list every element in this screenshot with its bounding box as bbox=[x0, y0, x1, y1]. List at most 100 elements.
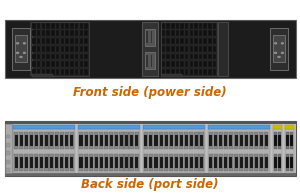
Bar bbox=[84, 53, 88, 59]
Bar bbox=[185, 157, 188, 168]
Bar bbox=[180, 30, 184, 36]
Bar bbox=[203, 61, 207, 67]
Bar bbox=[146, 55, 148, 67]
Bar bbox=[50, 154, 54, 171]
Bar bbox=[259, 132, 263, 149]
Circle shape bbox=[23, 42, 26, 44]
Bar bbox=[259, 154, 263, 171]
Bar bbox=[70, 23, 74, 29]
Bar bbox=[80, 23, 83, 29]
Bar bbox=[194, 46, 198, 52]
Bar bbox=[109, 132, 113, 149]
Bar bbox=[176, 69, 179, 75]
Bar bbox=[260, 157, 263, 168]
Bar bbox=[84, 30, 88, 36]
Bar bbox=[208, 53, 212, 59]
Bar bbox=[51, 30, 55, 36]
Bar bbox=[114, 154, 118, 171]
Bar bbox=[209, 135, 212, 146]
Text: Front side (power side): Front side (power side) bbox=[73, 86, 227, 99]
Bar bbox=[32, 74, 52, 77]
Bar bbox=[165, 135, 168, 146]
Bar bbox=[235, 135, 238, 146]
Bar bbox=[32, 22, 88, 76]
Bar bbox=[167, 30, 170, 36]
Bar bbox=[180, 69, 184, 75]
Bar bbox=[240, 135, 243, 146]
Bar bbox=[208, 125, 270, 129]
Bar bbox=[214, 157, 217, 168]
Bar bbox=[273, 125, 282, 129]
Bar bbox=[214, 154, 218, 171]
Bar bbox=[99, 154, 103, 171]
Bar bbox=[273, 35, 285, 62]
Bar bbox=[80, 30, 83, 36]
Bar bbox=[290, 132, 293, 149]
Bar bbox=[208, 46, 212, 52]
Bar bbox=[195, 135, 198, 146]
Bar bbox=[290, 157, 292, 168]
Bar bbox=[114, 132, 118, 149]
Circle shape bbox=[20, 56, 22, 58]
Circle shape bbox=[274, 42, 277, 44]
Bar bbox=[84, 38, 88, 44]
Bar bbox=[194, 69, 198, 75]
Bar bbox=[244, 154, 248, 171]
Bar bbox=[250, 135, 253, 146]
Bar bbox=[151, 55, 152, 67]
Bar bbox=[15, 157, 18, 168]
Bar bbox=[171, 38, 175, 44]
Bar bbox=[264, 132, 268, 149]
Bar bbox=[85, 157, 88, 168]
Bar bbox=[255, 135, 258, 146]
Bar bbox=[185, 61, 188, 67]
Bar bbox=[80, 61, 83, 67]
Bar bbox=[75, 23, 78, 29]
Bar bbox=[278, 153, 281, 171]
Bar bbox=[119, 154, 124, 171]
Bar bbox=[264, 154, 268, 171]
Bar bbox=[61, 30, 64, 36]
Bar bbox=[200, 132, 204, 149]
Bar bbox=[51, 53, 55, 59]
Bar bbox=[274, 135, 277, 146]
Bar bbox=[143, 125, 205, 129]
Bar bbox=[154, 154, 158, 171]
Bar bbox=[56, 53, 59, 59]
Bar bbox=[190, 30, 193, 36]
Bar bbox=[174, 132, 178, 149]
Bar bbox=[14, 154, 18, 171]
Bar bbox=[80, 157, 82, 168]
Bar bbox=[51, 23, 55, 29]
Bar bbox=[190, 38, 193, 44]
Bar bbox=[37, 61, 40, 67]
Bar bbox=[70, 69, 74, 75]
Bar bbox=[144, 132, 148, 149]
Bar bbox=[171, 53, 175, 59]
Bar bbox=[167, 69, 170, 75]
Bar bbox=[37, 69, 40, 75]
Bar bbox=[290, 153, 293, 171]
Bar bbox=[180, 157, 183, 168]
Bar bbox=[29, 132, 33, 149]
Bar bbox=[84, 61, 88, 67]
Bar bbox=[161, 74, 182, 77]
Bar bbox=[75, 61, 78, 67]
Bar bbox=[209, 154, 213, 171]
Bar bbox=[190, 53, 193, 59]
Bar bbox=[84, 132, 88, 149]
Bar bbox=[100, 135, 103, 146]
Bar bbox=[90, 157, 93, 168]
Bar bbox=[184, 154, 188, 171]
Bar bbox=[42, 61, 45, 67]
Bar bbox=[142, 22, 158, 76]
Bar bbox=[32, 61, 36, 67]
Bar bbox=[213, 53, 216, 59]
Bar bbox=[149, 135, 152, 146]
Bar bbox=[60, 154, 64, 171]
Bar bbox=[99, 132, 103, 149]
Bar bbox=[180, 53, 184, 59]
Bar bbox=[169, 132, 173, 149]
Bar bbox=[6, 168, 10, 172]
Bar bbox=[208, 69, 212, 75]
